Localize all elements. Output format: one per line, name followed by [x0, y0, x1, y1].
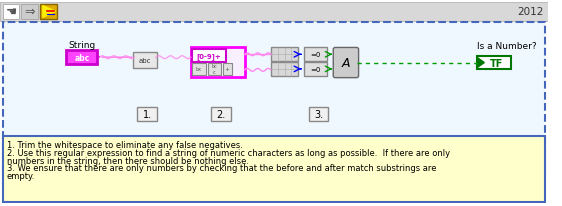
FancyBboxPatch shape — [211, 107, 231, 121]
FancyBboxPatch shape — [40, 5, 57, 20]
FancyBboxPatch shape — [137, 107, 157, 121]
Text: =0: =0 — [311, 67, 321, 73]
FancyBboxPatch shape — [21, 5, 38, 20]
FancyBboxPatch shape — [66, 51, 97, 65]
Text: String: String — [68, 41, 96, 50]
Text: TF: TF — [490, 58, 504, 68]
Text: A: A — [342, 57, 350, 70]
FancyBboxPatch shape — [3, 23, 545, 176]
Text: abc: abc — [139, 58, 151, 64]
FancyBboxPatch shape — [309, 107, 328, 121]
Text: 1. Trim the whitespace to eliminate any false negatives.: 1. Trim the whitespace to eliminate any … — [7, 140, 243, 149]
Text: =0: =0 — [311, 52, 321, 58]
FancyBboxPatch shape — [478, 56, 511, 70]
Text: 3.: 3. — [314, 109, 323, 119]
Text: 1.: 1. — [143, 109, 152, 119]
FancyBboxPatch shape — [304, 63, 328, 76]
Text: empty.: empty. — [7, 171, 35, 180]
FancyBboxPatch shape — [223, 64, 232, 75]
Text: 3. We ensure that there are only numbers by checking that the before and after m: 3. We ensure that there are only numbers… — [7, 164, 436, 173]
FancyBboxPatch shape — [271, 63, 298, 76]
FancyBboxPatch shape — [304, 48, 328, 62]
Text: abc: abc — [74, 53, 89, 62]
FancyBboxPatch shape — [191, 48, 244, 77]
FancyBboxPatch shape — [3, 5, 20, 20]
FancyBboxPatch shape — [3, 136, 545, 202]
Text: bx: bx — [196, 67, 202, 72]
Text: +: + — [225, 67, 229, 72]
Text: bc
c: bc c — [211, 64, 217, 75]
Polygon shape — [478, 58, 484, 68]
FancyBboxPatch shape — [0, 3, 547, 22]
Polygon shape — [43, 7, 56, 18]
Text: 2.: 2. — [216, 109, 226, 119]
FancyBboxPatch shape — [271, 48, 298, 62]
Text: ⇒: ⇒ — [25, 6, 35, 19]
FancyBboxPatch shape — [333, 48, 359, 78]
Text: 2. Use this regular expression to find a string of numeric characters as long as: 2. Use this regular expression to find a… — [7, 148, 450, 157]
FancyBboxPatch shape — [192, 50, 226, 63]
Text: 2012: 2012 — [518, 7, 543, 17]
Text: Is a Number?: Is a Number? — [478, 42, 537, 51]
FancyBboxPatch shape — [192, 64, 206, 75]
Text: numbers in the string, then there should be nothing else.: numbers in the string, then there should… — [7, 156, 249, 165]
FancyBboxPatch shape — [134, 53, 157, 69]
Text: ☚: ☚ — [6, 6, 17, 19]
FancyBboxPatch shape — [207, 64, 221, 75]
Text: [0-9]+: [0-9]+ — [197, 53, 221, 60]
